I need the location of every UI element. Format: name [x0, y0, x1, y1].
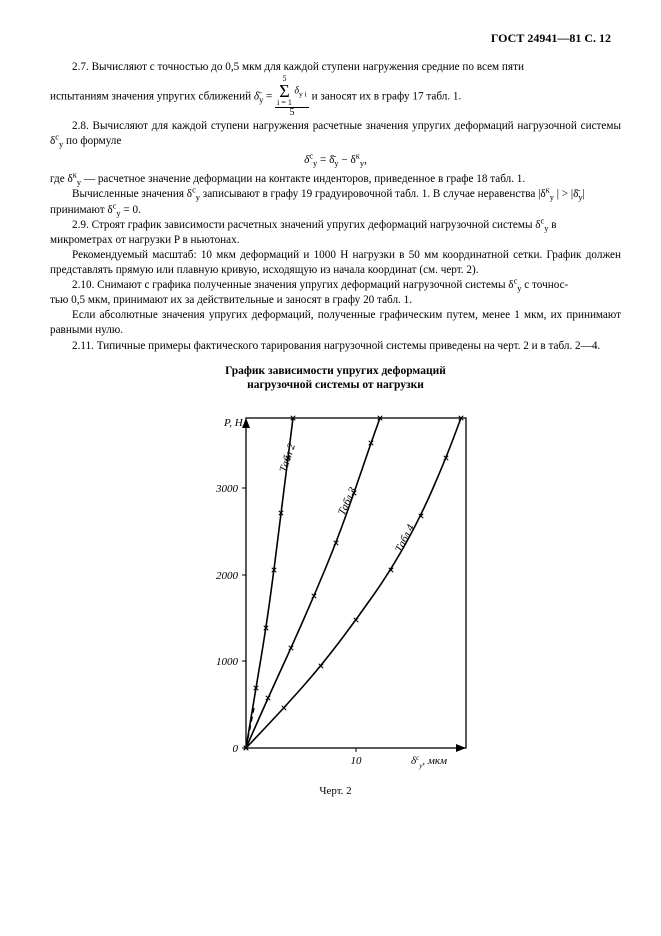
formula-2-8: δсy = δ̄y − δкy, — [50, 153, 621, 168]
delta-bar-sub: y — [259, 96, 263, 105]
para-2-7a: 2.7. Вычисляют с точностью до 0,5 мкм дл… — [50, 60, 621, 75]
chart-title: График зависимости упругих деформаций на… — [50, 364, 621, 393]
sigma-icon: 5 Σ i = 1 — [277, 75, 292, 107]
svg-text:2000: 2000 — [216, 570, 239, 582]
svg-text:10: 10 — [350, 755, 362, 767]
page: ГОСТ 24941—81 С. 12 2.7. Вычисляют с точ… — [0, 0, 661, 936]
para-2-10a: 2.10. Снимают с графика полученные значе… — [50, 278, 621, 293]
para-2-9c: Рекомендуемый масштаб: 10 мкм деформаций… — [50, 248, 621, 278]
svg-text:Табл 4: Табл 4 — [392, 523, 416, 555]
svg-text:0: 0 — [232, 743, 238, 755]
para-2-9b: микрометрах от нагрузки P в ньютонах. — [50, 233, 621, 248]
svg-text:Табл 2: Табл 2 — [277, 442, 298, 474]
svg-text:Табл 3: Табл 3 — [335, 485, 359, 517]
para-2-11: 2.11. Типичные примеры фактического тари… — [50, 339, 621, 354]
p27b-suffix: и заносят их в графу 17 табл. 1. — [312, 91, 462, 103]
doc-header: ГОСТ 24941—81 С. 12 — [50, 30, 611, 46]
para-2-8c: Вычисленные значения δсy записывают в гр… — [50, 187, 621, 202]
para-2-10b: тью 0,5 мкм, принимают их за действитель… — [50, 293, 621, 308]
para-2-7b: испытаниям значения упругих сближений δ̄… — [50, 75, 621, 119]
para-2-8: 2.8. Вычисляют для каждой ступени нагруж… — [50, 119, 621, 149]
para-2-8b: где δкy — расчетное значение деформации … — [50, 172, 621, 187]
svg-text:P, H: P, H — [223, 417, 244, 429]
eq-sign: = — [266, 91, 275, 103]
para-2-10c: Если абсолютные значения упругих деформа… — [50, 308, 621, 338]
para-2-9a: 2.9. Строят график зависимости расчетных… — [50, 218, 621, 233]
fraction: 5 Σ i = 1 δy i 5 — [275, 75, 309, 119]
para-2-8d: принимают δсy = 0. — [50, 203, 621, 218]
chart-caption: Черт. 2 — [50, 784, 621, 799]
p27b-prefix: испытаниям значения упругих сближений — [50, 91, 254, 103]
deformation-chart: 3000 2000 1000 0 10 P, H δсy, мкм Табл 2 Табл 3 Т… — [196, 398, 476, 778]
svg-text:δсy, мкм: δсy, мкм — [411, 754, 447, 770]
svg-text:1000: 1000 — [216, 656, 239, 668]
svg-text:3000: 3000 — [215, 483, 239, 495]
chart-container: 3000 2000 1000 0 10 P, H δсy, мкм Табл 2 Табл 3 Т… — [50, 398, 621, 778]
